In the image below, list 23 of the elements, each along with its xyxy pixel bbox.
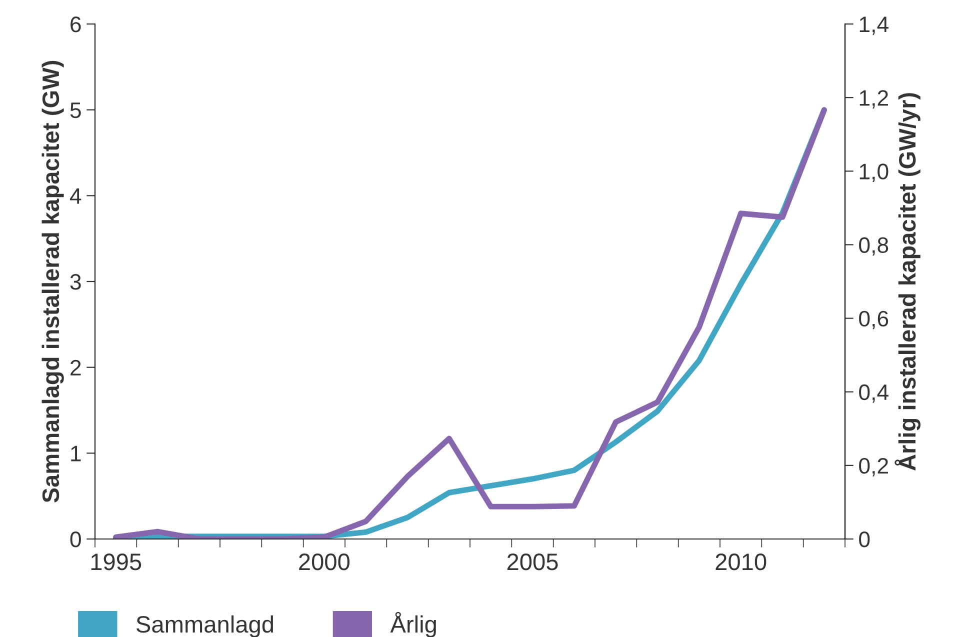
y2-tick-label: 0,4 <box>859 384 888 403</box>
y2-tick-label: 1,2 <box>860 90 888 108</box>
legend-label: Sammanlagd <box>136 615 274 637</box>
y2-axis-title: Årlig installerad kapacitet (GW/yr) <box>894 93 920 470</box>
y-tick-label: 1 <box>71 446 81 462</box>
x-tick-label: 2005 <box>507 554 558 570</box>
y2-tick-label: 0,2 <box>859 458 888 476</box>
x-tick-label: 2010 <box>716 554 766 570</box>
y-tick-label: 0 <box>70 532 81 548</box>
y2-tick-label: 1,0 <box>860 164 888 182</box>
y-tick-label: 6 <box>70 16 81 32</box>
x-tick-label: 2000 <box>299 554 350 570</box>
y-tick-label: 5 <box>70 102 81 118</box>
y-axis-title: Sammanlagd installerad kapacitet (GW) <box>42 60 64 503</box>
x-tick-label: 1995 <box>91 554 142 570</box>
legend-label: Årlig <box>390 612 436 637</box>
y2-tick-label: 0,8 <box>859 237 888 256</box>
y-tick-label: 4 <box>70 188 82 204</box>
y2-tick-label: 1,4 <box>860 16 888 35</box>
y-tick-label: 2 <box>70 360 81 376</box>
y2-tick-label: 0,6 <box>859 310 888 330</box>
y2-tick-label: 0 <box>859 532 870 548</box>
y-tick-label: 3 <box>70 274 81 290</box>
